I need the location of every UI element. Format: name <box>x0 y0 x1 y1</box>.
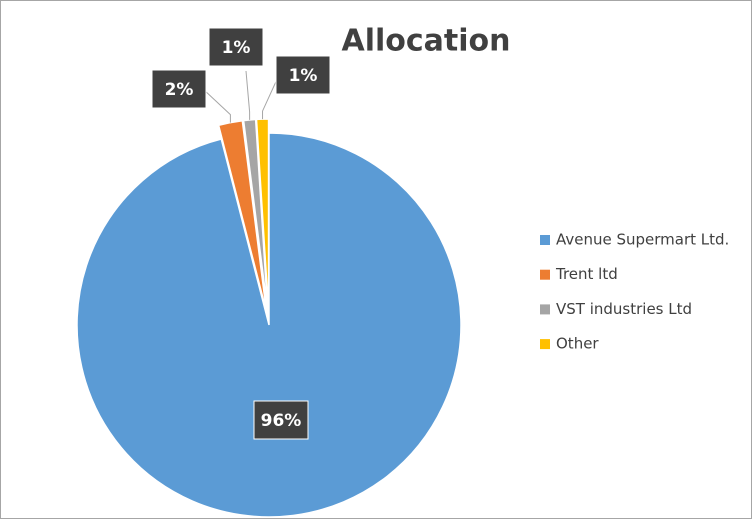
chart-title: Allocation <box>341 24 510 59</box>
leader-line <box>202 88 231 123</box>
legend-label: Avenue Supermart Ltd. <box>556 231 729 249</box>
leader-line <box>262 74 280 120</box>
leader-line <box>245 70 251 120</box>
data-label-box <box>208 27 264 67</box>
data-label-box <box>253 400 309 440</box>
pie-slice <box>76 132 462 518</box>
data-label: 1% <box>289 66 318 86</box>
data-label-box <box>275 55 331 95</box>
data-label: 96% <box>261 411 302 431</box>
data-label-box <box>151 69 207 109</box>
legend-swatch <box>540 304 550 315</box>
legend-swatch <box>540 339 550 350</box>
legend-label: Other <box>556 335 599 353</box>
legend-label: Trent ltd <box>555 265 618 283</box>
legend-label: VST industries Ltd <box>556 300 692 318</box>
data-label: 1% <box>222 38 251 58</box>
pie-slice <box>255 118 270 312</box>
data-label: 2% <box>165 80 194 100</box>
legend-swatch <box>540 235 550 245</box>
legend-swatch <box>540 269 550 280</box>
